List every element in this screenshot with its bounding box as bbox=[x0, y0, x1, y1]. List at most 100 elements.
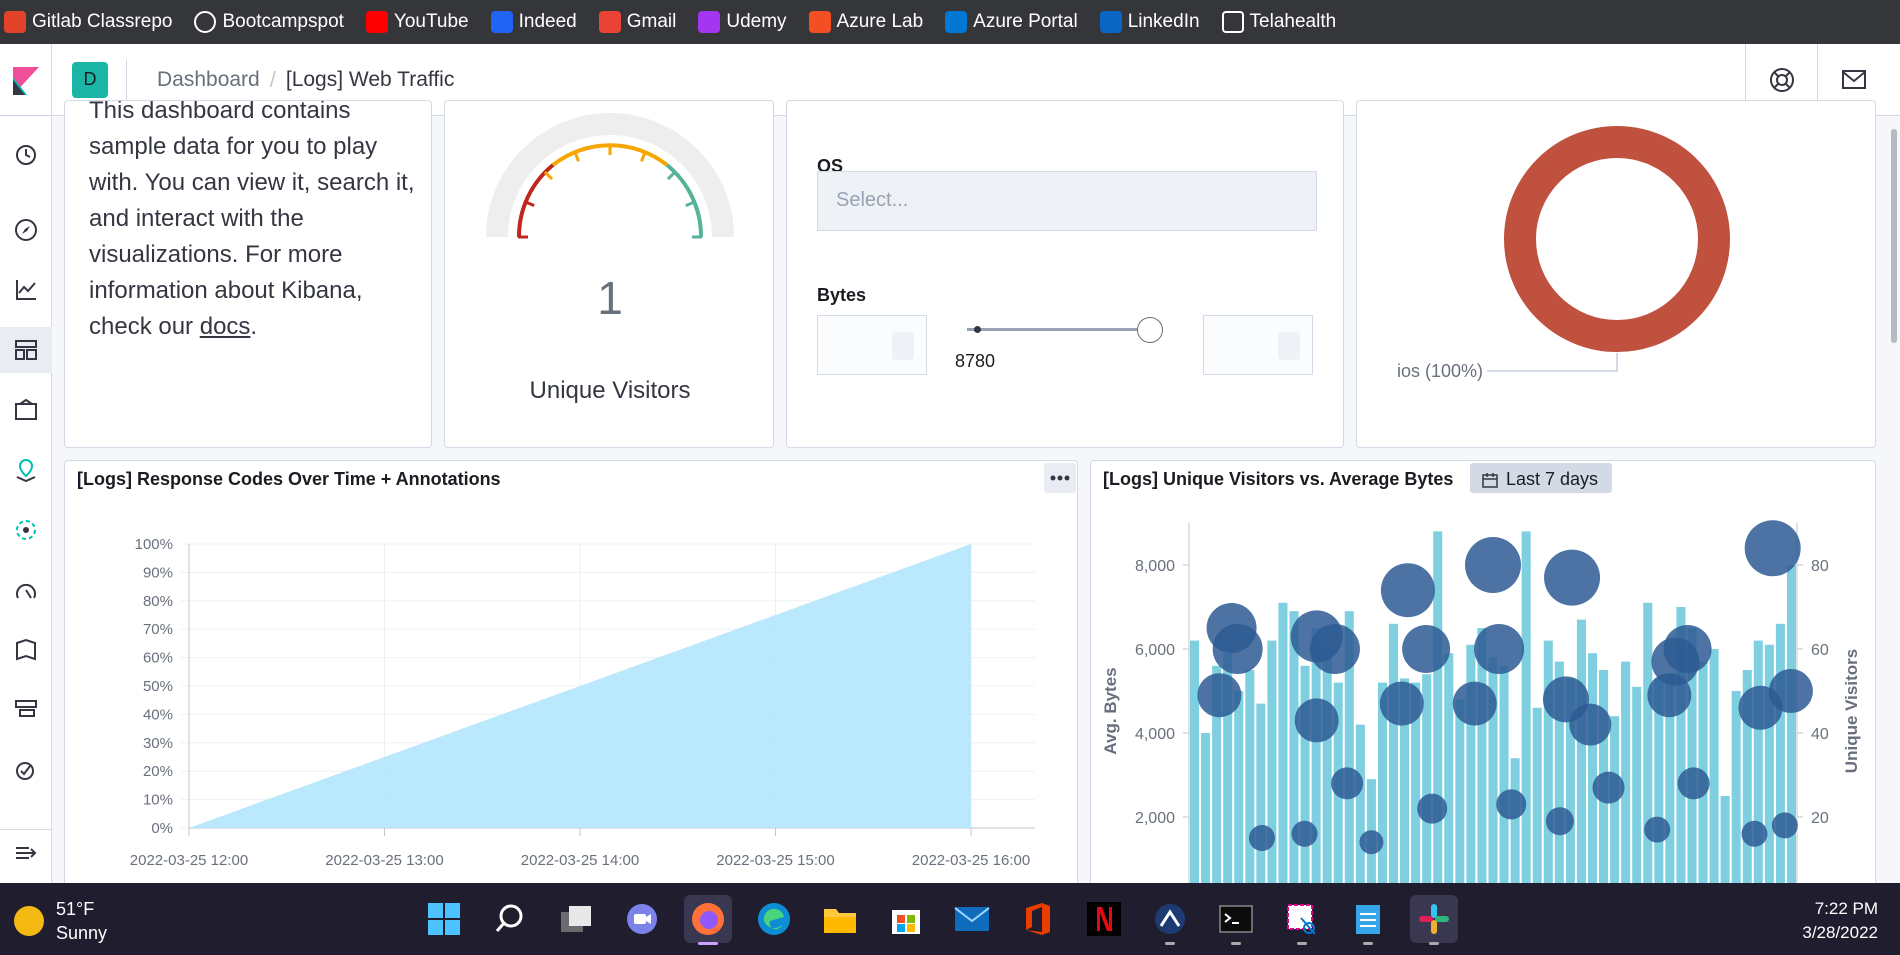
bookmark-bootcampspot[interactable]: Bootcampspot bbox=[194, 11, 344, 33]
task-view-button[interactable] bbox=[552, 895, 600, 943]
bubble bbox=[1402, 625, 1451, 673]
bar bbox=[1234, 691, 1244, 899]
slack-taskbar-button[interactable] bbox=[1410, 895, 1458, 945]
newsfeed-button[interactable] bbox=[1817, 44, 1889, 116]
bookmark-label: Azure Lab bbox=[836, 11, 924, 32]
nav-maps[interactable] bbox=[0, 447, 52, 493]
mail-taskbar-button[interactable] bbox=[948, 895, 996, 943]
gauge-green-band bbox=[665, 163, 704, 238]
bookmark-indeed[interactable]: Indeed bbox=[490, 11, 577, 33]
bubble bbox=[1592, 771, 1625, 804]
nav-uptime[interactable] bbox=[0, 747, 52, 793]
space-avatar[interactable]: D bbox=[72, 61, 108, 98]
bar bbox=[1499, 665, 1509, 899]
bar bbox=[1212, 665, 1222, 899]
edge-taskbar-button[interactable] bbox=[750, 895, 798, 943]
gauge-tick bbox=[573, 151, 581, 162]
bookmark-label: Indeed bbox=[518, 11, 577, 32]
panel-options-button[interactable] bbox=[1044, 463, 1076, 493]
nav-canvas[interactable] bbox=[0, 387, 52, 433]
notepad-taskbar-button[interactable] bbox=[1344, 895, 1392, 945]
vpn-taskbar-button[interactable] bbox=[1146, 895, 1194, 945]
kibana-logo[interactable] bbox=[0, 43, 52, 116]
right-tick-label: 60 bbox=[1811, 642, 1829, 659]
bar bbox=[1278, 602, 1288, 899]
nav-discover[interactable] bbox=[0, 207, 52, 253]
netflix-taskbar-button[interactable] bbox=[1080, 895, 1128, 943]
page-scrollbar[interactable] bbox=[1890, 117, 1898, 883]
search-button[interactable] bbox=[486, 895, 534, 943]
bytes-slider-track[interactable] bbox=[967, 328, 1147, 331]
bar bbox=[1223, 653, 1233, 899]
active-app-indicator bbox=[698, 942, 718, 945]
pie-slice-ios[interactable] bbox=[1504, 126, 1730, 352]
os-select[interactable]: Select... bbox=[817, 171, 1317, 231]
store-taskbar-button[interactable] bbox=[882, 895, 930, 943]
min-stepper-icon[interactable] bbox=[892, 332, 914, 360]
teams-chat-button[interactable] bbox=[618, 895, 666, 943]
bar bbox=[1411, 682, 1421, 899]
nav-visualize[interactable] bbox=[0, 267, 52, 313]
nav-logs[interactable] bbox=[0, 627, 52, 673]
left-tick-label: 6,000 bbox=[1135, 642, 1175, 659]
left-tick-label: 8,000 bbox=[1135, 558, 1175, 575]
bar bbox=[1621, 661, 1631, 899]
y-tick-label: 70% bbox=[143, 621, 173, 638]
max-stepper-icon[interactable] bbox=[1278, 332, 1300, 360]
calendar-icon bbox=[1482, 472, 1498, 488]
bookmark-gitlab-classrepo[interactable]: Gitlab Classrepo bbox=[4, 11, 172, 33]
nav-dashboard[interactable] bbox=[0, 327, 52, 373]
markdown-panel: This dashboard contains sample data for … bbox=[64, 100, 432, 448]
bar bbox=[1632, 686, 1642, 899]
terminal-taskbar-button[interactable] bbox=[1212, 895, 1260, 945]
breadcrumb-dashboard[interactable]: Dashboard bbox=[157, 67, 260, 91]
bar bbox=[1355, 724, 1365, 899]
weather-widget[interactable]: 51°F Sunny bbox=[14, 897, 107, 945]
bubble bbox=[1212, 624, 1263, 674]
file-explorer-button[interactable] bbox=[816, 895, 864, 943]
nav-collapse[interactable] bbox=[0, 829, 52, 875]
firefox-icon bbox=[692, 903, 724, 935]
bar bbox=[1731, 691, 1741, 899]
bar bbox=[1587, 653, 1598, 899]
bytes-slider-handle[interactable] bbox=[1137, 317, 1163, 343]
x-tick-label: 2022-03-25 12:00 bbox=[130, 852, 248, 869]
time-range-badge[interactable]: Last 7 days bbox=[1470, 463, 1613, 493]
firefox-taskbar-button[interactable] bbox=[684, 895, 732, 945]
logs-icon bbox=[16, 638, 36, 661]
bytes-min-input[interactable] bbox=[817, 315, 927, 375]
nav-apm[interactable] bbox=[0, 567, 52, 613]
bookmark-azure-portal[interactable]: Azure Portal bbox=[945, 11, 1078, 33]
bookmark-azure-lab[interactable]: Azure Lab bbox=[808, 11, 924, 33]
bookmark-label: Telahealth bbox=[1249, 11, 1337, 32]
nav-infrastructure[interactable] bbox=[0, 687, 52, 733]
search-icon bbox=[495, 904, 523, 932]
system-clock[interactable]: 7:22 PM 3/28/2022 bbox=[1802, 897, 1878, 945]
bytes-label: Bytes bbox=[817, 285, 867, 305]
running-indicator bbox=[1165, 942, 1175, 945]
bookmark-telahealth[interactable]: Telahealth bbox=[1221, 11, 1337, 33]
start-button[interactable] bbox=[420, 895, 468, 943]
bubble bbox=[1544, 549, 1601, 606]
office-taskbar-button[interactable] bbox=[1014, 895, 1062, 943]
scrollbar-thumb[interactable] bbox=[1891, 129, 1897, 343]
folder-icon bbox=[824, 909, 856, 933]
bubble bbox=[1569, 703, 1612, 746]
bubble bbox=[1545, 807, 1574, 836]
help-button[interactable] bbox=[1745, 44, 1817, 116]
bookmark-udemy[interactable]: Udemy bbox=[698, 11, 787, 33]
snipping-tool-button[interactable] bbox=[1278, 895, 1326, 945]
bar bbox=[1267, 640, 1277, 899]
microsoft-store-icon bbox=[892, 910, 920, 934]
globe-icon bbox=[194, 11, 217, 33]
bookmark-gmail[interactable]: Gmail bbox=[598, 11, 676, 33]
clock-time: 7:22 PM bbox=[1814, 899, 1878, 918]
azure-icon bbox=[945, 11, 968, 33]
bar bbox=[1643, 602, 1653, 899]
nav-ml[interactable] bbox=[0, 507, 52, 553]
bookmark-linkedin[interactable]: LinkedIn bbox=[1099, 11, 1200, 33]
bytes-max-input[interactable] bbox=[1203, 315, 1313, 375]
docs-link[interactable]: docs bbox=[199, 313, 251, 340]
bookmark-youtube[interactable]: YouTube bbox=[365, 11, 469, 33]
nav-recent[interactable] bbox=[0, 132, 52, 178]
